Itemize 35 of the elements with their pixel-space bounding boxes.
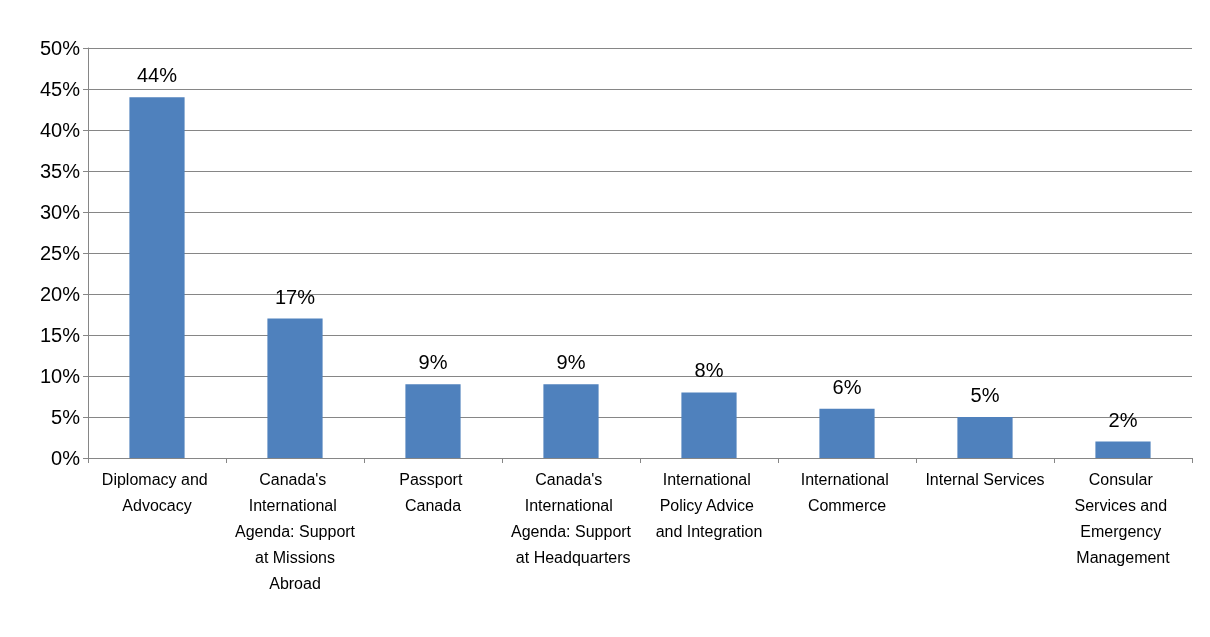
y-tick-label: 25%: [39, 242, 81, 264]
x-tick-label: International Policy Advice and Integration: [655, 470, 763, 540]
data-label: 6%: [832, 375, 862, 398]
data-label: 9%: [556, 351, 586, 374]
y-tick-label: 0%: [51, 447, 81, 469]
y-tick-label: 50%: [39, 37, 81, 59]
y-tick-label: 35%: [39, 160, 81, 182]
bar: [129, 97, 185, 458]
x-tick-label: Canada's International Agenda: Support at Headquarters: [510, 470, 632, 566]
bar: [267, 318, 323, 458]
x-tick-label: International Commerce: [800, 470, 894, 514]
bar: [681, 392, 737, 458]
data-label: 2%: [1108, 408, 1138, 431]
x-tick-label: Diplomacy and Advocacy: [101, 470, 213, 514]
y-tick-label: 45%: [39, 78, 81, 100]
x-tick-label: Passport Canada: [399, 470, 467, 514]
bar: [405, 384, 461, 458]
data-label: 8%: [694, 359, 724, 382]
bar: [1095, 441, 1151, 458]
bar: [957, 417, 1013, 458]
data-label: 17%: [274, 285, 316, 308]
y-tick-label: 40%: [39, 119, 81, 141]
bar: [543, 384, 599, 458]
x-tick-label: Internal Services: [925, 470, 1045, 488]
data-label: 9%: [418, 351, 448, 374]
x-tick-label: Canada's International Agenda: Support at Missions Abroad: [234, 470, 356, 592]
y-tick-label: 5%: [51, 406, 81, 428]
y-tick-label: 20%: [39, 283, 81, 305]
x-tick-label: Consular Services and Emergency Management: [1074, 470, 1172, 566]
data-label: 5%: [970, 384, 1000, 406]
bar: [819, 408, 875, 458]
data-label: 44%: [136, 64, 178, 87]
y-tick-label: 30%: [39, 201, 81, 223]
y-tick-label: 10%: [39, 365, 81, 387]
y-tick-label: 15%: [39, 324, 81, 346]
